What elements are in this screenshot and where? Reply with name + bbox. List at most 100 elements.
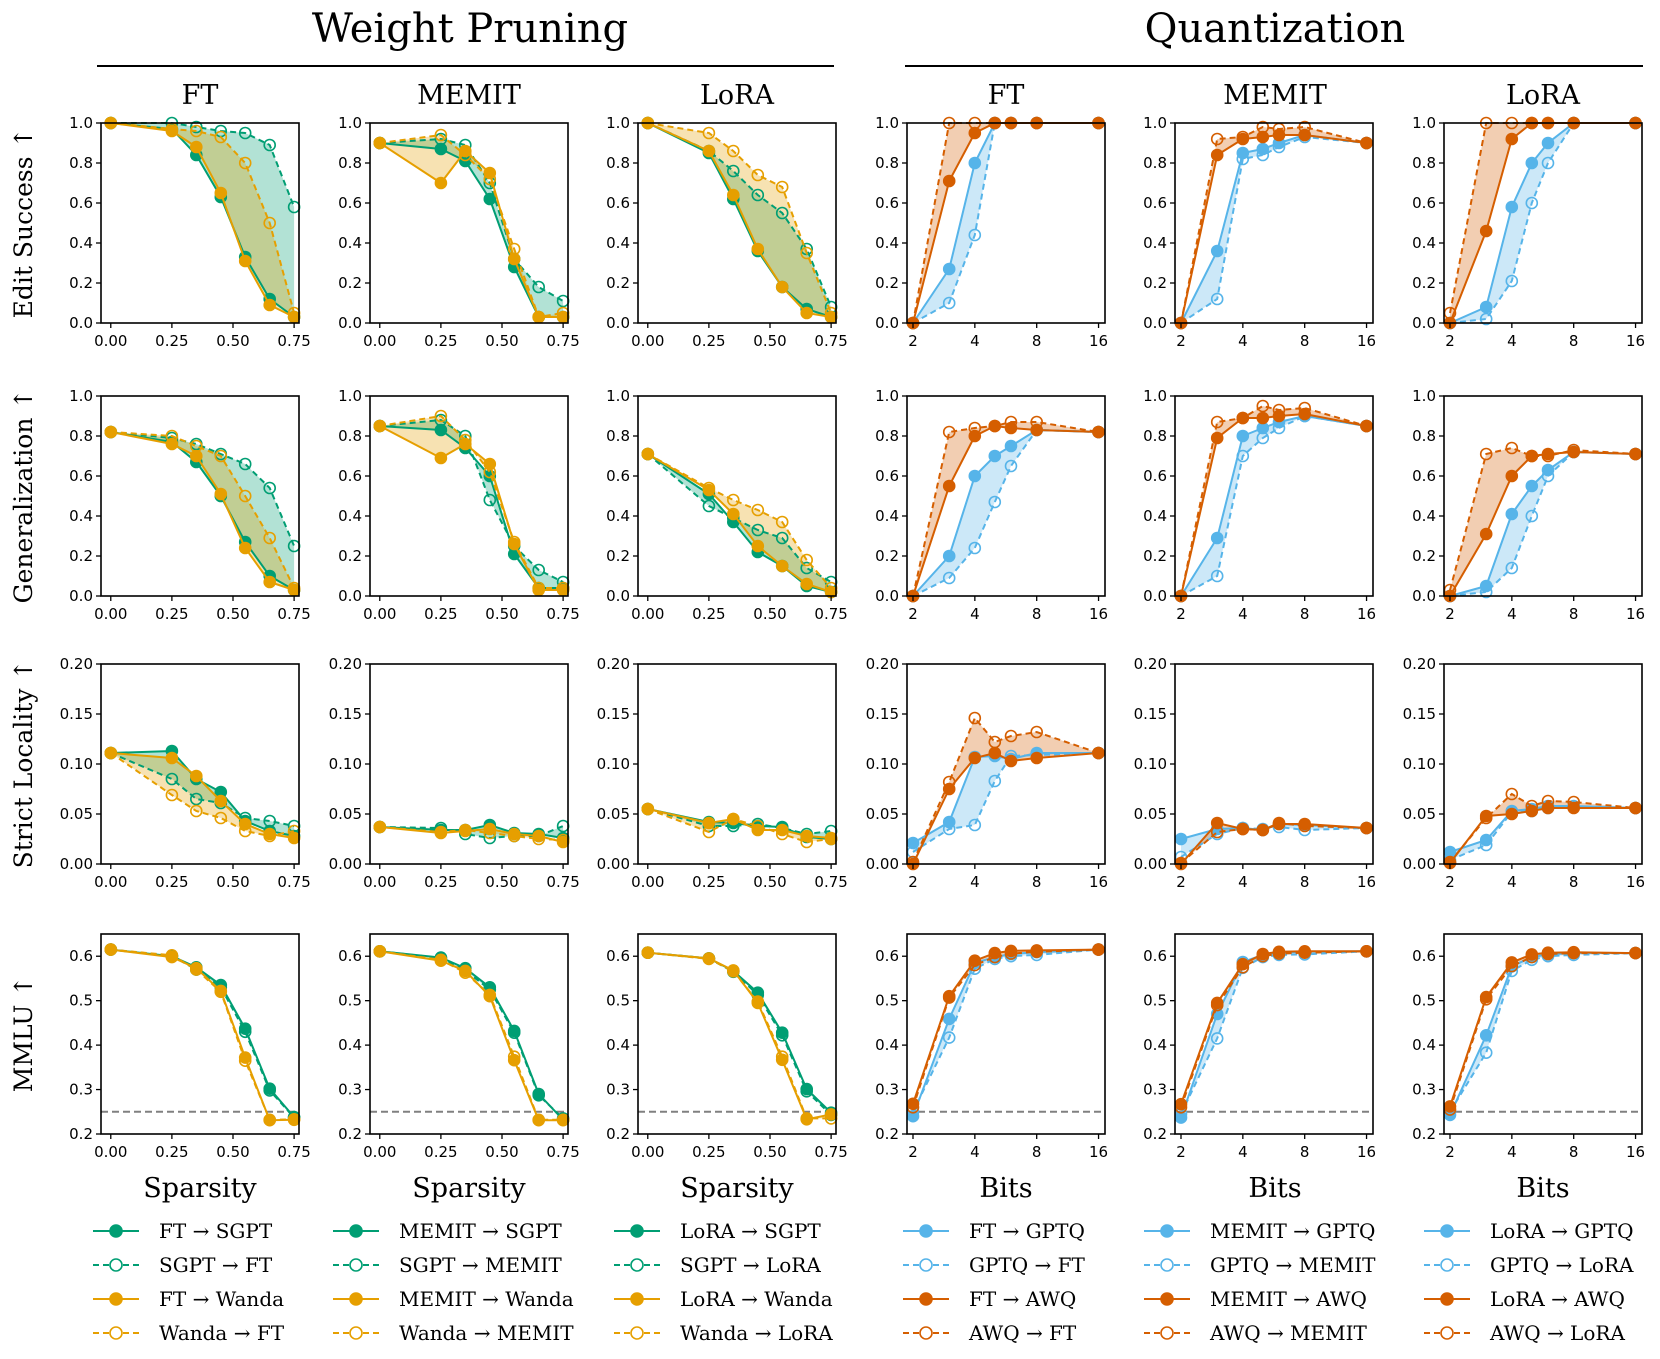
point-cd bbox=[165, 948, 179, 962]
point-cd bbox=[373, 820, 387, 834]
legend-marker bbox=[630, 1258, 644, 1272]
point-ea bbox=[1210, 244, 1224, 258]
point-cd bbox=[1479, 992, 1493, 1006]
point-cd bbox=[942, 425, 956, 439]
point-cd bbox=[1236, 130, 1250, 144]
y-tick-label: 0.4 bbox=[606, 234, 630, 252]
point-cd bbox=[1004, 947, 1018, 960]
y-tick-label: 0.6 bbox=[875, 467, 899, 485]
point-cd bbox=[1505, 959, 1519, 973]
point-ec bbox=[800, 577, 814, 591]
x-tick-label: 0.75 bbox=[814, 1143, 847, 1161]
point-cd bbox=[968, 711, 982, 725]
point-cd bbox=[556, 1113, 570, 1127]
point-ec bbox=[968, 126, 982, 140]
point-cd bbox=[1541, 947, 1555, 961]
x-tick-label: 0.75 bbox=[546, 605, 579, 623]
point-ec bbox=[1004, 754, 1018, 768]
y-tick-label: 0.4 bbox=[69, 507, 93, 525]
point-ec bbox=[968, 751, 982, 765]
x-tick-label: 8 bbox=[1300, 873, 1310, 891]
legend-label: AWQ → FT bbox=[968, 1321, 1077, 1345]
y-tick-label: 0.15 bbox=[597, 705, 630, 723]
legend-label: MEMIT → Wanda bbox=[399, 1287, 574, 1311]
y-tick-label: 0.0 bbox=[606, 587, 630, 605]
x-tick-label: 2 bbox=[908, 605, 918, 623]
point-cd bbox=[483, 465, 497, 479]
y-tick-label: 0.0 bbox=[606, 314, 630, 332]
point-ec bbox=[190, 140, 203, 154]
y-tick-label: 0.2 bbox=[1143, 547, 1167, 565]
row-label-3: Strict Locality ↑ bbox=[9, 660, 38, 869]
point-cd bbox=[556, 306, 570, 320]
point-cd bbox=[641, 946, 655, 960]
x-tick-label: 0.50 bbox=[753, 605, 786, 623]
point-cd bbox=[483, 826, 497, 840]
point-ec bbox=[726, 507, 740, 521]
x-axis-label-3: Sparsity bbox=[680, 1173, 794, 1204]
y-tick-label: 0.20 bbox=[60, 655, 93, 673]
panel-r1-c1: 0.0 0.2 0.4 0.6 0.8 1.0 0.00 0.25 0.50 0.75 bbox=[69, 114, 311, 350]
series-line-cd bbox=[647, 951, 832, 1120]
panel-r3-c1: 0.00 0.05 0.10 0.15 0.20 0.00 0.25 0.50 0.75 bbox=[60, 655, 311, 891]
series-line-cd bbox=[647, 453, 832, 589]
y-tick-label: 1.0 bbox=[69, 387, 93, 405]
legend-marker bbox=[1440, 1292, 1454, 1306]
point-cd bbox=[1272, 947, 1286, 960]
point-ab bbox=[532, 280, 546, 294]
series-line-ab bbox=[647, 122, 833, 308]
point-ab bbox=[942, 296, 956, 310]
point-ec bbox=[190, 769, 203, 783]
series-line-cd bbox=[647, 122, 833, 314]
point-cd bbox=[190, 439, 203, 453]
band-ea-ab bbox=[913, 949, 1099, 1117]
x-tick-label: 0.25 bbox=[692, 605, 725, 623]
band-ea-ab bbox=[647, 123, 832, 317]
y-tick-label: 0.8 bbox=[1412, 427, 1436, 445]
point-cd bbox=[1360, 821, 1373, 835]
point-cd bbox=[1629, 801, 1642, 815]
x-tick-label: 8 bbox=[1032, 873, 1042, 891]
point-cd bbox=[1541, 794, 1555, 808]
point-cd bbox=[1479, 447, 1493, 461]
panel-frame bbox=[1174, 122, 1374, 324]
point-cd bbox=[1030, 725, 1043, 739]
y-tick-label: 1.0 bbox=[606, 387, 630, 405]
point-cd bbox=[556, 581, 570, 595]
legend-4: FT → GPTQ GPTQ → FT FT → AWQ AWQ → FT bbox=[903, 1219, 1086, 1345]
y-tick-label: 0.2 bbox=[69, 274, 93, 292]
legend-item: Wanda → LoRA bbox=[614, 1321, 833, 1345]
point-cd bbox=[373, 136, 387, 150]
point-ab bbox=[532, 1089, 546, 1102]
point-ab bbox=[988, 774, 1002, 788]
point-cd bbox=[1210, 132, 1224, 146]
y-tick-label: 0.3 bbox=[69, 1081, 93, 1099]
point-ab bbox=[1525, 196, 1539, 210]
x-tick-label: 0.00 bbox=[363, 1143, 396, 1161]
point-ab bbox=[942, 1031, 956, 1044]
legend-marker bbox=[919, 1224, 933, 1238]
point-ec bbox=[458, 437, 472, 451]
y-tick-label: 0.0 bbox=[875, 587, 899, 605]
series-line-cd bbox=[379, 826, 564, 841]
y-tick-label: 0.6 bbox=[1412, 467, 1436, 485]
point-ab bbox=[1272, 140, 1286, 154]
y-tick-label: 0.4 bbox=[1143, 234, 1167, 252]
point-cd bbox=[1174, 1101, 1188, 1114]
legend-label: GPTQ → MEMIT bbox=[1210, 1253, 1376, 1277]
point-cd bbox=[458, 148, 472, 162]
x-tick-label: 16 bbox=[1626, 332, 1645, 350]
point-cd bbox=[287, 306, 301, 320]
point-cd bbox=[532, 310, 546, 324]
series-line-cd bbox=[1180, 125, 1367, 324]
x-tick-label: 0.00 bbox=[94, 605, 127, 623]
y-tick-label: 0.6 bbox=[338, 947, 362, 965]
legend-item: LoRA → AWQ bbox=[1424, 1287, 1625, 1311]
legend-item: FT → AWQ bbox=[903, 1287, 1076, 1311]
legend-marker bbox=[349, 1292, 363, 1306]
band-ec-cd bbox=[1450, 448, 1636, 596]
series-line-cd bbox=[912, 716, 1099, 863]
x-tick-label: 0.00 bbox=[363, 873, 396, 891]
point-ea bbox=[968, 156, 982, 170]
